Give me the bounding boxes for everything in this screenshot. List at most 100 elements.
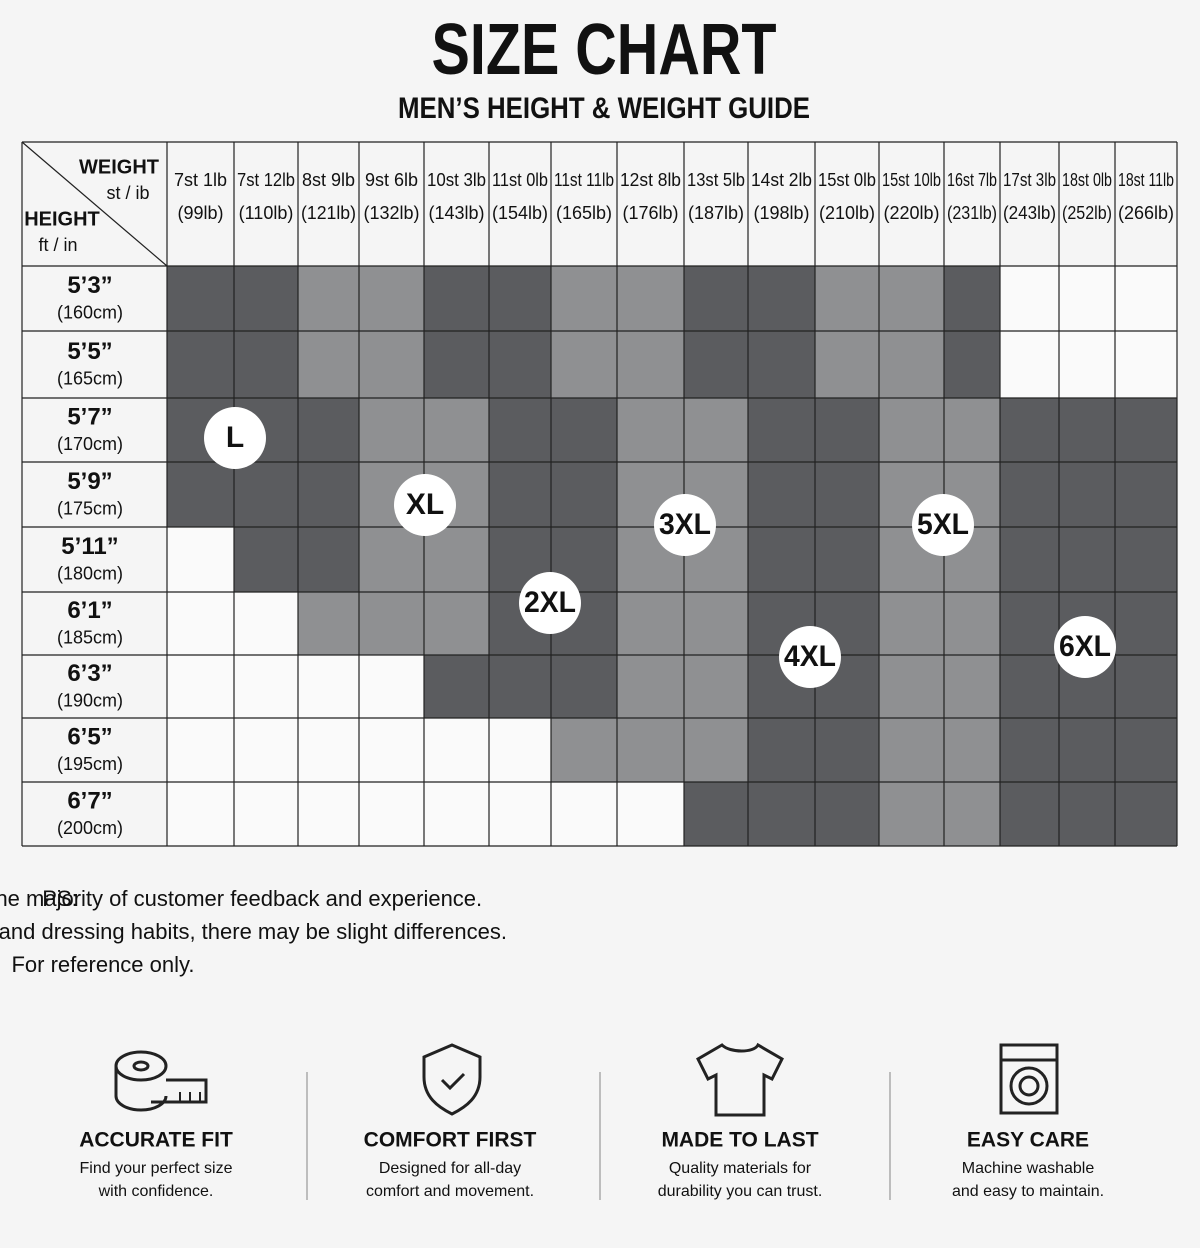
row-cm: (160cm) bbox=[57, 302, 123, 322]
grid-cell bbox=[234, 592, 298, 655]
grid-cell bbox=[424, 266, 489, 331]
grid-cell bbox=[879, 266, 944, 331]
column-header: (210lb) bbox=[819, 203, 875, 223]
grid-cell bbox=[944, 398, 1000, 462]
grid-cell bbox=[359, 782, 424, 846]
size-badge bbox=[654, 494, 716, 556]
grid-cell bbox=[748, 331, 815, 398]
grid-cell bbox=[1115, 655, 1177, 718]
grid-cell bbox=[424, 592, 489, 655]
grid-cell bbox=[1000, 655, 1059, 718]
grid-cell bbox=[684, 782, 748, 846]
grid-cell bbox=[944, 782, 1000, 846]
grid-cell bbox=[167, 266, 234, 331]
grid-cell bbox=[298, 398, 359, 462]
column-header: 16st 7lb bbox=[947, 170, 997, 190]
row-cm: (170cm) bbox=[57, 434, 123, 454]
column-header: 11st 11lb bbox=[554, 170, 614, 190]
row-height: 6’5” bbox=[67, 723, 112, 750]
grid-cell bbox=[1115, 718, 1177, 782]
column-header: (231lb) bbox=[947, 203, 997, 223]
row-height: 6’1” bbox=[67, 597, 112, 624]
size-label: 5XL bbox=[917, 508, 969, 541]
shirt-icon bbox=[696, 1042, 784, 1117]
grid-cell bbox=[748, 462, 815, 527]
grid-cell bbox=[359, 398, 424, 462]
grid-cell bbox=[944, 266, 1000, 331]
grid-cell bbox=[424, 718, 489, 782]
subtitle: MEN’S HEIGHT & WEIGHT GUIDE bbox=[398, 92, 810, 125]
grid-cell bbox=[879, 398, 944, 462]
grid-cell bbox=[815, 331, 879, 398]
tape-icon bbox=[114, 1050, 208, 1112]
grid-cell bbox=[1059, 527, 1115, 592]
grid-cell bbox=[815, 782, 879, 846]
grid-cell bbox=[1000, 527, 1059, 592]
grid-cell bbox=[879, 592, 944, 655]
column-header: 18st 11lb bbox=[1118, 170, 1174, 190]
row-cm: (165cm) bbox=[57, 368, 123, 388]
grid-cell bbox=[1000, 331, 1059, 398]
grid-cell bbox=[748, 266, 815, 331]
grid-cell bbox=[748, 782, 815, 846]
grid-cell bbox=[815, 398, 879, 462]
feature-text: Find your perfect size bbox=[80, 1160, 233, 1177]
grid-cell bbox=[298, 718, 359, 782]
note-line: Due to individual body shapes and dressi… bbox=[0, 919, 507, 944]
size-label: 3XL bbox=[659, 508, 711, 541]
column-header: 10st 3lb bbox=[427, 170, 486, 190]
column-header: 13st 5lb bbox=[687, 170, 745, 190]
size-label: 2XL bbox=[524, 586, 576, 619]
grid-cell bbox=[944, 655, 1000, 718]
grid-cell bbox=[298, 782, 359, 846]
column-header: (243lb) bbox=[1003, 203, 1056, 223]
grid-cell bbox=[684, 398, 748, 462]
feature-title: ACCURATE FIT bbox=[79, 1129, 233, 1152]
grid-cell bbox=[1059, 331, 1115, 398]
grid-cell bbox=[424, 527, 489, 592]
grid-cell bbox=[617, 266, 684, 331]
grid-cell bbox=[298, 462, 359, 527]
row-cm: (195cm) bbox=[57, 754, 123, 774]
corner-label: st / ib bbox=[106, 183, 149, 203]
column-header: 11st 0lb bbox=[492, 170, 548, 190]
column-header: (266lb) bbox=[1118, 203, 1174, 223]
grid-cell bbox=[1115, 331, 1177, 398]
column-header: 17st 3lb bbox=[1003, 170, 1056, 190]
grid-cell bbox=[234, 527, 298, 592]
grid-cell bbox=[551, 266, 617, 331]
grid-cell bbox=[879, 655, 944, 718]
column-header: 14st 2lb bbox=[751, 170, 812, 190]
column-header: (132lb) bbox=[363, 203, 419, 223]
grid-cell bbox=[167, 592, 234, 655]
grid-cell bbox=[684, 718, 748, 782]
grid-cell bbox=[879, 331, 944, 398]
grid-cell bbox=[298, 655, 359, 718]
grid-cell bbox=[1000, 782, 1059, 846]
row-cm: (175cm) bbox=[57, 498, 123, 518]
note-prefix: PS: bbox=[42, 886, 77, 911]
column-header: (176lb) bbox=[622, 203, 678, 223]
grid-cell bbox=[424, 331, 489, 398]
size-badge bbox=[1054, 616, 1116, 678]
grid-cell bbox=[298, 592, 359, 655]
grid-cell bbox=[551, 655, 617, 718]
washer-icon bbox=[999, 1043, 1059, 1115]
grid-cell bbox=[167, 655, 234, 718]
grid-cell bbox=[234, 718, 298, 782]
grid-cell bbox=[1115, 462, 1177, 527]
row-cm: (200cm) bbox=[57, 818, 123, 838]
grid-cell bbox=[551, 331, 617, 398]
row-cm: (185cm) bbox=[57, 627, 123, 647]
column-header: (154lb) bbox=[492, 203, 548, 223]
row-height: 6’3” bbox=[67, 660, 112, 687]
note-line: This size guide is based on the majority… bbox=[0, 886, 482, 911]
corner-diagonal bbox=[21, 141, 168, 267]
grid-cell bbox=[167, 331, 234, 398]
grid-cell bbox=[1059, 266, 1115, 331]
grid-cell bbox=[617, 398, 684, 462]
grid-cell bbox=[489, 782, 551, 846]
grid-cell bbox=[617, 782, 684, 846]
